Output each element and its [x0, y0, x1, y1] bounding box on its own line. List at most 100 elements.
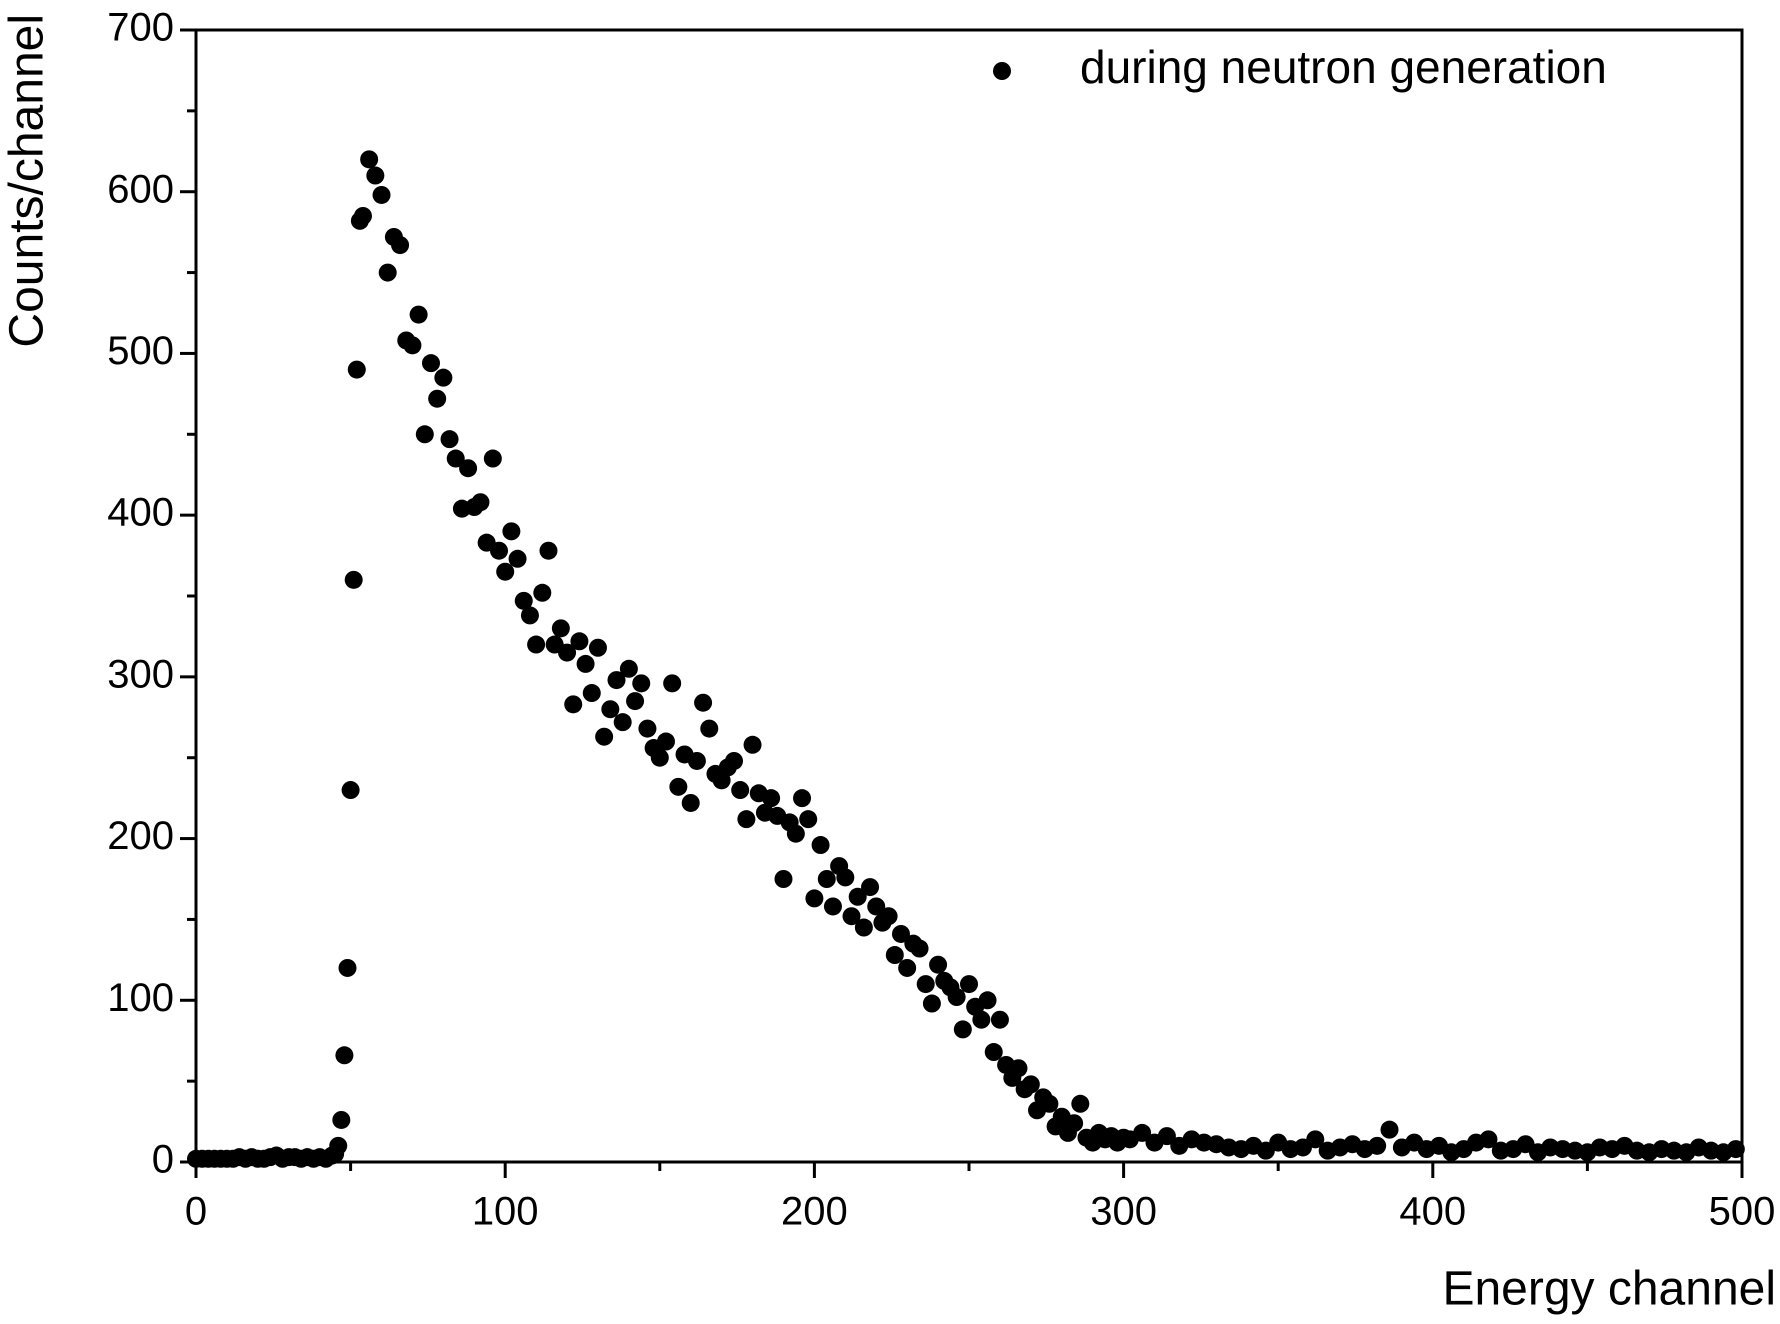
data-point — [344, 570, 363, 589]
data-point — [564, 695, 583, 714]
data-point — [459, 459, 478, 478]
data-point — [502, 522, 521, 541]
y-tick-label: 300 — [107, 652, 174, 696]
y-tick-label: 700 — [107, 6, 174, 50]
data-point — [471, 493, 490, 512]
x-tick-label: 400 — [1399, 1190, 1466, 1234]
data-point — [632, 674, 651, 693]
data-point — [353, 206, 372, 225]
data-point — [867, 897, 886, 916]
data-point — [446, 449, 465, 468]
data-point — [848, 887, 867, 906]
data-point — [805, 889, 824, 908]
data-point — [898, 958, 917, 977]
data-point — [972, 1010, 991, 1029]
data-point — [854, 918, 873, 937]
data-point — [774, 870, 793, 888]
data-point — [960, 975, 978, 994]
data-point — [1479, 1130, 1498, 1149]
data-point — [378, 263, 397, 282]
y-tick-label: 600 — [107, 167, 174, 211]
data-point — [409, 305, 428, 324]
data-point — [929, 955, 948, 974]
data-point — [694, 693, 713, 712]
data-point — [737, 810, 756, 829]
data-point — [533, 583, 552, 602]
data-point — [1133, 1123, 1152, 1142]
data-point — [916, 975, 935, 994]
data-point — [762, 789, 781, 808]
data-point — [341, 781, 360, 800]
data-point — [582, 684, 601, 703]
data-point — [360, 150, 379, 169]
data-point — [990, 1010, 1009, 1029]
x-tick-label: 300 — [1090, 1190, 1157, 1234]
data-point — [520, 606, 539, 625]
data-point — [613, 713, 632, 732]
data-point — [663, 674, 682, 693]
data-point — [551, 619, 570, 638]
y-axis-label: Counts/channel — [1, 14, 54, 348]
data-point — [434, 368, 453, 387]
data-point — [786, 824, 805, 843]
data-point — [984, 1043, 1003, 1062]
data-point — [619, 659, 638, 678]
data-point — [332, 1110, 351, 1129]
data-point — [879, 907, 898, 926]
data-point — [669, 777, 688, 796]
data-point — [638, 719, 657, 738]
data-point — [743, 735, 762, 754]
data-point — [588, 638, 607, 657]
data-point — [626, 692, 645, 711]
data-point — [490, 541, 509, 560]
legend-marker — [993, 62, 1011, 80]
data-point — [1726, 1140, 1745, 1159]
data-point — [817, 870, 836, 888]
data-point — [1009, 1059, 1028, 1078]
data-point — [508, 549, 527, 568]
data-point — [947, 988, 966, 1007]
y-tick-label: 500 — [107, 329, 174, 373]
data-point — [1040, 1094, 1059, 1113]
data-point — [576, 654, 595, 673]
data-point — [811, 836, 830, 855]
data-point — [428, 389, 447, 408]
data-point — [922, 994, 941, 1013]
data-point — [440, 430, 459, 449]
y-tick-label: 200 — [107, 814, 174, 858]
data-point — [1021, 1075, 1040, 1094]
data-point — [421, 354, 440, 373]
data-point — [539, 541, 558, 560]
data-point — [527, 635, 546, 654]
data-point — [391, 236, 410, 255]
data-point — [1306, 1130, 1325, 1149]
data-point — [483, 449, 502, 468]
data-point — [799, 810, 818, 829]
legend-text: during neutron generation — [1080, 41, 1607, 93]
data-point — [885, 946, 904, 965]
data-point — [415, 425, 434, 444]
data-point — [978, 991, 997, 1010]
data-point — [1368, 1136, 1387, 1155]
data-point — [372, 185, 391, 204]
x-tick-label: 200 — [781, 1190, 848, 1234]
data-point — [650, 748, 669, 767]
data-point — [823, 897, 842, 916]
data-point — [514, 591, 533, 610]
data-point — [335, 1046, 354, 1065]
data-point — [842, 907, 861, 926]
data-point — [347, 360, 366, 379]
data-point — [1071, 1094, 1090, 1113]
x-tick-label: 500 — [1709, 1190, 1776, 1234]
data-point — [891, 924, 910, 943]
data-point — [607, 671, 626, 690]
data-point — [601, 700, 620, 719]
x-tick-label: 0 — [185, 1190, 207, 1234]
y-tick-label: 100 — [107, 976, 174, 1020]
data-point — [793, 789, 812, 808]
data-point — [558, 643, 577, 662]
x-axis-label: Energy channel — [1442, 1263, 1776, 1316]
data-point — [910, 939, 929, 958]
data-point — [570, 632, 589, 651]
